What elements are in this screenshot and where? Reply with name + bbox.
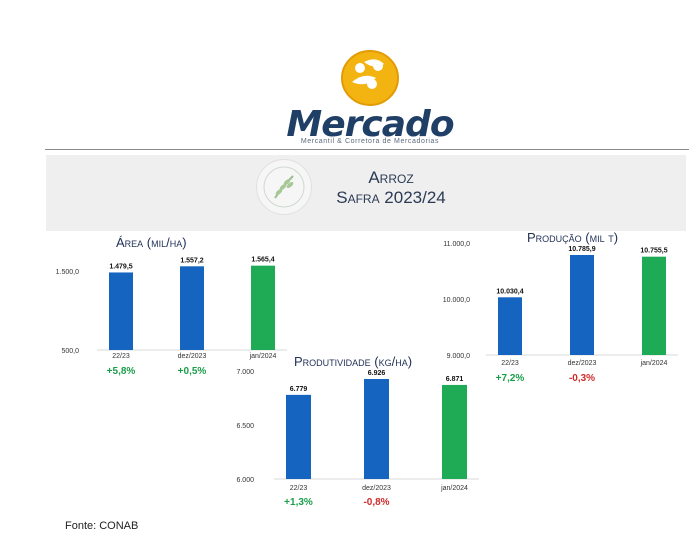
productivity-value-label: 6.926 <box>368 370 386 377</box>
divider <box>45 149 689 150</box>
area-value-label: 1.557,2 <box>180 257 203 264</box>
source-note: Fonte: CONAB <box>65 520 139 532</box>
productivity-value-label: 6.871 <box>446 376 464 383</box>
area-ytick-label: 500,0 <box>61 348 79 355</box>
rice-grain-icon <box>256 159 312 215</box>
banner-line2: Safra 2023/24 <box>336 188 446 207</box>
banner-title: Arroz Safra 2023/24 <box>316 168 466 208</box>
productivity-bar <box>442 384 467 479</box>
production-category-label: dez/2023 <box>568 360 597 367</box>
productivity-chart-title: Produtividade (kg/ha) <box>294 354 413 369</box>
area-category-label: dez/2023 <box>178 353 207 360</box>
production-change-label: +7,2% <box>496 373 525 384</box>
production-chart-title: Produção (mil t) <box>527 230 619 245</box>
production-bar <box>498 297 522 355</box>
mercado-logo: Mercado Mercantil & Corretora de Mercado… <box>280 48 460 148</box>
productivity-ytick-label: 6.000 <box>236 477 254 484</box>
productivity-change-label: +1,3% <box>284 497 313 508</box>
banner-line1: Arroz <box>368 168 414 187</box>
production-value-label: 10.785,9 <box>568 246 595 253</box>
header-banner: Arroz Safra 2023/24 <box>46 155 686 231</box>
area-chart-title: Área (mil/ha) <box>116 235 187 250</box>
area-change-label: +0,5% <box>178 366 207 377</box>
production-change-label: -0,3% <box>569 373 595 384</box>
production-bar <box>642 256 666 355</box>
productivity-category-label: 22/23 <box>290 485 308 492</box>
production-ytick-label: 11.000,0 <box>443 241 470 248</box>
area-bar <box>251 265 275 350</box>
productivity-value-label: 6.779 <box>290 386 308 393</box>
area-bar <box>109 272 133 350</box>
area-value-label: 1.479,5 <box>109 263 132 270</box>
logo-subtitle: Mercantil & Corretora de Mercadorias <box>300 138 440 145</box>
production-ytick-label: 9.000,0 <box>447 353 470 360</box>
productivity-change-label: -0,8% <box>363 497 389 508</box>
productivity-ytick-label: 6.500 <box>236 423 254 430</box>
productivity-category-label: jan/2024 <box>440 485 468 492</box>
rice-grain-svg <box>263 166 305 208</box>
area-category-label: jan/2024 <box>249 353 277 360</box>
area-category-label: 22/23 <box>112 353 130 360</box>
production-category-label: 22/23 <box>501 360 519 367</box>
area-value-label: 1.565,4 <box>251 257 274 264</box>
area-change-label: +5,8% <box>107 366 136 377</box>
logo-wordmark: Mercado <box>286 104 454 145</box>
productivity-category-label: dez/2023 <box>362 485 391 492</box>
productivity-ytick-label: 7.000 <box>236 369 254 376</box>
production-ytick-label: 10.000,0 <box>443 297 470 304</box>
production-value-label: 10.030,4 <box>496 288 523 295</box>
productivity-bar <box>364 378 389 479</box>
area-ytick-label: 1.500,0 <box>56 269 79 276</box>
sun-emblem-icon <box>341 50 399 106</box>
production-category-label: jan/2024 <box>640 360 668 367</box>
productivity-bar <box>286 394 311 479</box>
area-bar <box>180 266 204 350</box>
production-bar <box>570 254 594 355</box>
production-value-label: 10.755,5 <box>640 248 667 255</box>
